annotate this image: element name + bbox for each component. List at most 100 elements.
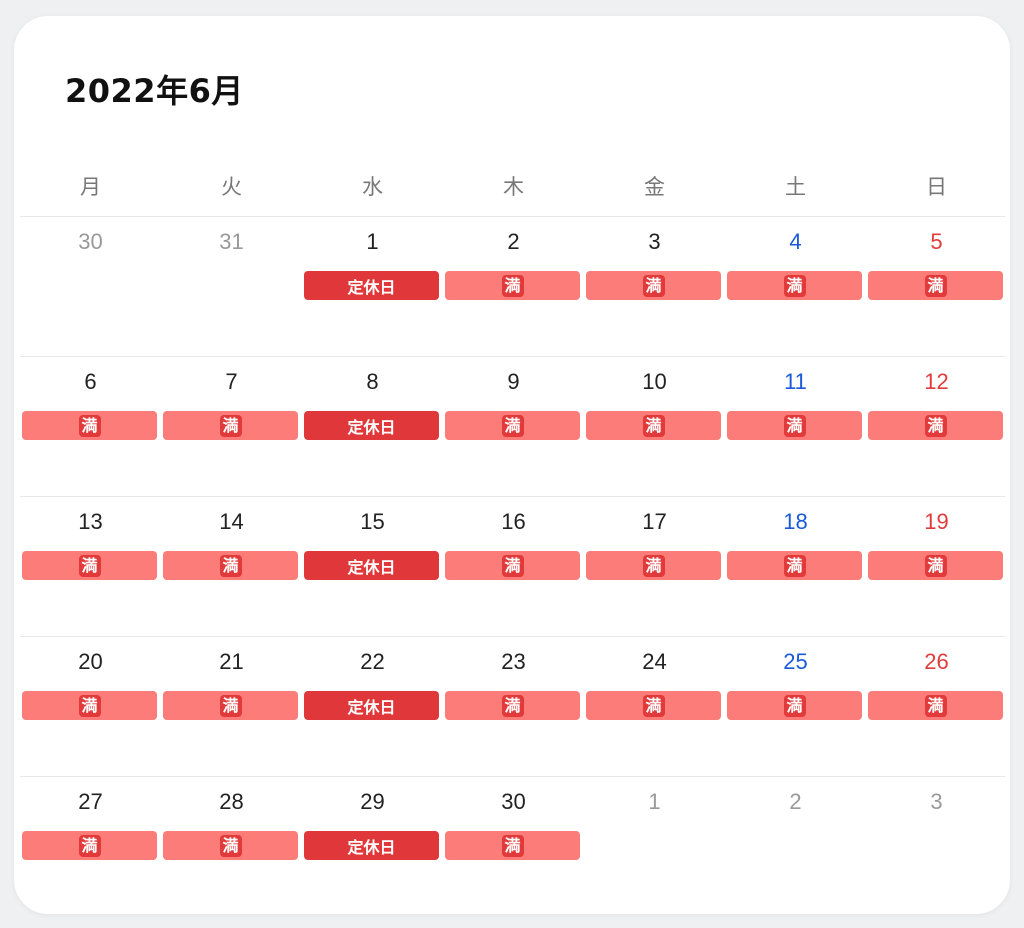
fully-booked-badge: 満 [727, 411, 862, 440]
day-number: 5 [930, 229, 943, 254]
calendar-day-cell[interactable]: 18 満 [725, 497, 866, 636]
calendar-day-cell[interactable]: 30 満 [443, 777, 584, 916]
day-number: 15 [360, 509, 385, 534]
calendar-day-cell[interactable]: 13 満 [20, 497, 161, 636]
calendar-day-cell[interactable]: 21 満 [161, 637, 302, 776]
fully-booked-badge: 満 [445, 271, 580, 300]
calendar-day-cell[interactable]: 25 満 [725, 637, 866, 776]
full-mark-icon: 満 [219, 414, 242, 437]
closed-day-badge: 定休日 [304, 691, 439, 720]
fully-booked-badge: 満 [727, 551, 862, 580]
calendar-day-cell[interactable]: 19 満 [866, 497, 1007, 636]
day-number: 30 [501, 789, 526, 814]
full-mark-icon: 満 [783, 414, 806, 437]
calendar-day-cell[interactable]: 26 満 [866, 637, 1007, 776]
calendar-day-cell[interactable]: 27 満 [20, 777, 161, 916]
calendar-week-row: 30 31 1 定休日 2 満 3 満 4 満 5 満 [20, 216, 1005, 356]
fully-booked-badge: 満 [22, 411, 157, 440]
full-mark-icon: 満 [78, 414, 101, 437]
day-number: 14 [219, 509, 244, 534]
fully-booked-badge: 満 [586, 271, 721, 300]
closed-day-label: 定休日 [347, 557, 396, 577]
day-number: 18 [783, 509, 808, 534]
calendar-day-cell[interactable]: 17 満 [584, 497, 725, 636]
full-mark-icon: 満 [642, 554, 665, 577]
calendar-day-cell[interactable]: 31 [161, 217, 302, 356]
full-mark-icon: 満 [501, 414, 524, 437]
day-number: 20 [78, 649, 103, 674]
calendar-week-row: 20 満 21 満 22 定休日 23 満 24 満 25 満 26 満 [20, 636, 1005, 776]
weekday-wed: 水 [362, 175, 383, 199]
day-number: 8 [366, 369, 379, 394]
weekday-thu: 木 [503, 175, 524, 199]
day-number: 21 [219, 649, 244, 674]
full-mark-icon: 満 [783, 274, 806, 297]
fully-booked-badge: 満 [163, 551, 298, 580]
fully-booked-badge: 満 [586, 551, 721, 580]
closed-day-label: 定休日 [347, 697, 396, 717]
full-mark-icon: 満 [642, 694, 665, 717]
weekday-sat: 土 [785, 175, 806, 199]
closed-day-label: 定休日 [347, 837, 396, 857]
calendar-day-cell[interactable]: 3 [866, 777, 1007, 916]
fully-booked-badge: 満 [22, 551, 157, 580]
day-number: 24 [642, 649, 667, 674]
calendar-day-cell[interactable]: 20 満 [20, 637, 161, 776]
day-number: 27 [78, 789, 103, 814]
day-number: 29 [360, 789, 385, 814]
full-mark-icon: 満 [924, 274, 947, 297]
closed-day-label: 定休日 [347, 277, 396, 297]
calendar-day-cell[interactable]: 1 定休日 [302, 217, 443, 356]
full-mark-icon: 満 [501, 554, 524, 577]
day-number: 30 [78, 229, 103, 254]
calendar-day-cell[interactable]: 24 満 [584, 637, 725, 776]
calendar-day-cell[interactable]: 14 満 [161, 497, 302, 636]
calendar-day-cell[interactable]: 23 満 [443, 637, 584, 776]
day-number: 17 [642, 509, 667, 534]
fully-booked-badge: 満 [163, 411, 298, 440]
fully-booked-badge: 満 [22, 691, 157, 720]
calendar-day-cell[interactable]: 29 定休日 [302, 777, 443, 916]
calendar-day-cell[interactable]: 11 満 [725, 357, 866, 496]
fully-booked-badge: 満 [868, 551, 1003, 580]
day-number: 16 [501, 509, 526, 534]
calendar-day-cell[interactable]: 10 満 [584, 357, 725, 496]
day-number: 19 [924, 509, 949, 534]
full-mark-icon: 満 [642, 274, 665, 297]
calendar-day-cell[interactable]: 28 満 [161, 777, 302, 916]
fully-booked-badge: 満 [586, 411, 721, 440]
day-number: 4 [789, 229, 802, 254]
calendar-day-cell[interactable]: 1 [584, 777, 725, 916]
day-number: 9 [507, 369, 520, 394]
closed-day-badge: 定休日 [304, 551, 439, 580]
weekday-mon: 月 [80, 175, 101, 199]
day-number: 10 [642, 369, 667, 394]
full-mark-icon: 満 [501, 834, 524, 857]
full-mark-icon: 満 [219, 554, 242, 577]
calendar-week-row: 27 満 28 満 29 定休日 30 満 1 2 3 [20, 776, 1005, 916]
full-mark-icon: 満 [78, 694, 101, 717]
full-mark-icon: 満 [501, 694, 524, 717]
calendar-day-cell[interactable]: 2 [725, 777, 866, 916]
day-number: 23 [501, 649, 526, 674]
calendar-day-cell[interactable]: 16 満 [443, 497, 584, 636]
calendar-day-cell[interactable]: 22 定休日 [302, 637, 443, 776]
weekday-sun: 日 [926, 175, 947, 199]
closed-day-badge: 定休日 [304, 411, 439, 440]
full-mark-icon: 満 [501, 274, 524, 297]
full-mark-icon: 満 [642, 414, 665, 437]
closed-day-label: 定休日 [347, 417, 396, 437]
calendar-day-cell[interactable]: 15 定休日 [302, 497, 443, 636]
calendar-day-cell[interactable]: 12 満 [866, 357, 1007, 496]
calendar-day-cell[interactable]: 8 定休日 [302, 357, 443, 496]
calendar-day-cell[interactable]: 30 [20, 217, 161, 356]
day-number: 25 [783, 649, 808, 674]
day-number: 13 [78, 509, 103, 534]
